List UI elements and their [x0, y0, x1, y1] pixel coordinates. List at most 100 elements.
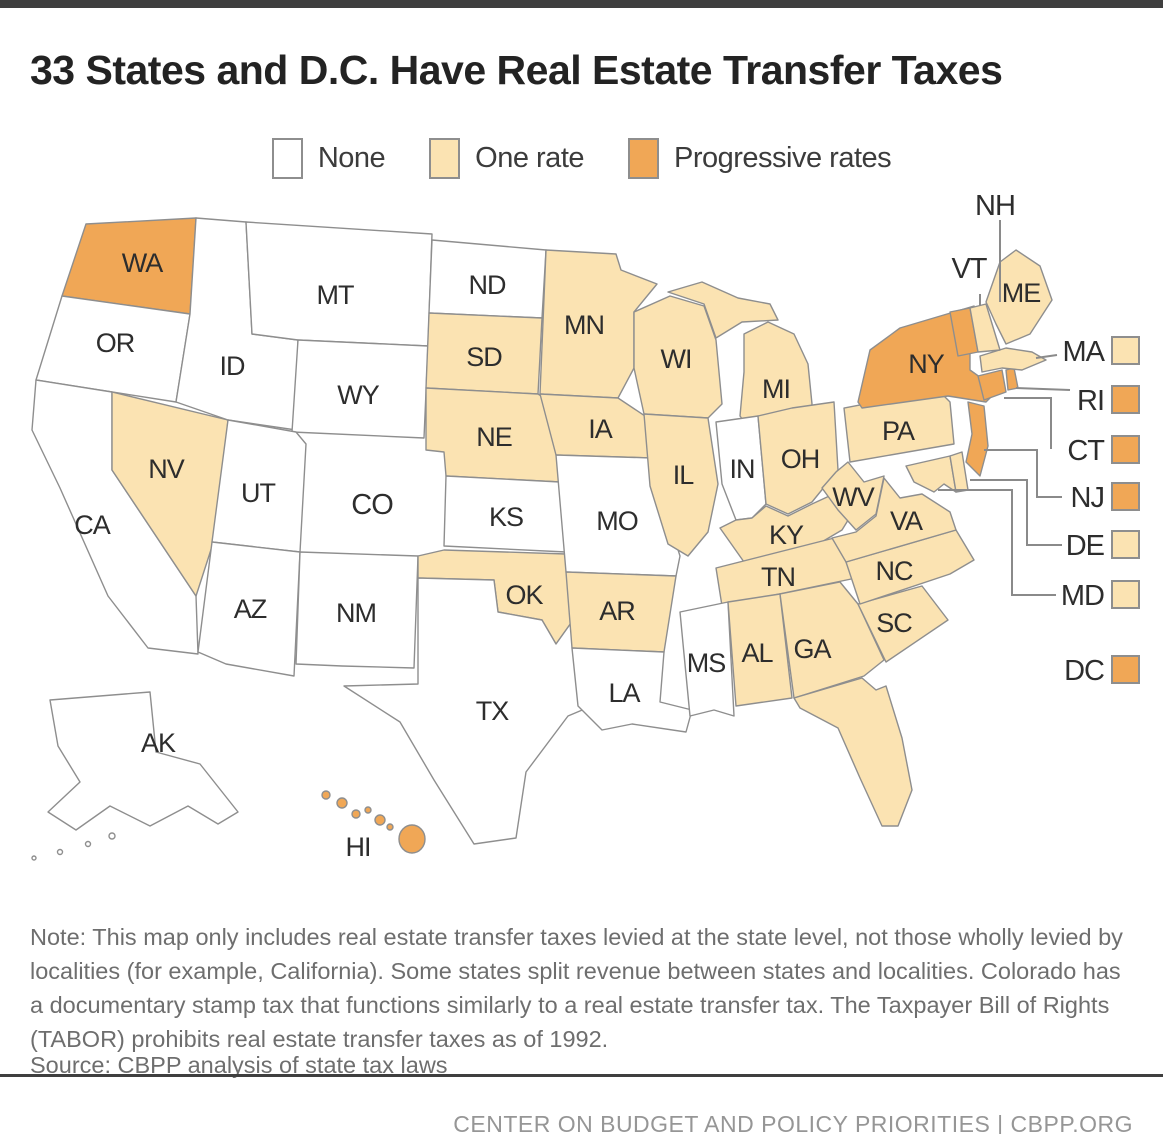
- state-IL: [643, 413, 719, 557]
- state-NJ: [965, 401, 989, 477]
- legend-label-none: None: [317, 142, 386, 174]
- state-WV: [821, 461, 885, 531]
- pointer-label-VT: VT: [951, 253, 987, 285]
- legend-item-one-rate: One rate: [429, 138, 584, 179]
- state-FL: [793, 677, 913, 827]
- callout-swatch-CT: [1111, 435, 1140, 464]
- callout-line-DE: [970, 479, 1062, 546]
- pointer-label-NH: NH: [975, 190, 1015, 222]
- callout-label-MA: MA: [1063, 336, 1106, 368]
- state-label-UT: UT: [241, 478, 275, 508]
- state-ME: [985, 249, 1053, 345]
- footer-divider: [0, 1074, 1163, 1077]
- state-label-OH: OH: [781, 444, 820, 474]
- callout-list: MA RI CT NJ DE MD DC: [1061, 336, 1140, 687]
- state-HI-island: [336, 797, 348, 809]
- legend-swatch-one-rate: [429, 138, 461, 179]
- state-label-NV: NV: [148, 454, 184, 484]
- state-label-AR: AR: [599, 596, 635, 626]
- callout-label-CT: CT: [1067, 435, 1105, 467]
- callout-line-NJ: [984, 449, 1062, 498]
- state-label-NE: NE: [476, 422, 512, 452]
- state-label-ME: ME: [1002, 278, 1041, 308]
- legend-item-progressive: Progressive rates: [628, 138, 892, 179]
- state-label-AL: AL: [741, 638, 773, 668]
- state-label-MS: MS: [687, 648, 726, 678]
- callout-label-DC: DC: [1064, 655, 1104, 687]
- state-label-NY: NY: [908, 349, 944, 379]
- state-AL: [727, 593, 793, 707]
- callout-swatch-NJ: [1111, 482, 1140, 511]
- state-label-WA: WA: [122, 248, 163, 278]
- state-WI: [633, 295, 723, 419]
- callout-swatch-MD: [1111, 580, 1140, 609]
- callout-swatch-MA: [1111, 336, 1140, 365]
- state-NV: [111, 391, 229, 597]
- state-label-CO: CO: [351, 489, 393, 521]
- aleutian-island: [108, 832, 116, 840]
- state-label-MO: MO: [596, 506, 638, 536]
- us-states-map: WA OR CA NV ID MT WY UT CO AZ NM ND SD N…: [31, 190, 1140, 862]
- state-MD: [905, 455, 957, 493]
- state-label-GA: GA: [793, 634, 831, 664]
- state-MI-upper: [667, 281, 779, 339]
- callout-line-RI: [1015, 387, 1071, 391]
- state-label-KS: KS: [489, 502, 523, 532]
- state-label-KY: KY: [769, 520, 804, 550]
- state-label-TX: TX: [476, 696, 509, 726]
- callout-label-RI: RI: [1077, 385, 1104, 417]
- state-label-SC: SC: [876, 608, 912, 638]
- aleutian-island: [56, 848, 64, 856]
- state-CT: [977, 369, 1007, 401]
- state-AZ: [197, 541, 301, 677]
- state-labels: WA OR CA NV ID MT WY UT CO AZ NM ND SD N…: [74, 248, 1041, 862]
- state-SC: [857, 585, 949, 663]
- state-HI-island: [386, 823, 394, 831]
- state-OR: [35, 295, 191, 403]
- state-HI-big-island: [398, 824, 426, 854]
- state-AK: [47, 691, 239, 831]
- state-RI: [1005, 367, 1019, 391]
- aleutian-island: [84, 840, 92, 848]
- state-HI-island: [351, 809, 361, 819]
- state-label-IN: IN: [730, 454, 755, 484]
- legend: None One rate Progressive rates: [0, 138, 1163, 179]
- legend-item-none: None: [271, 138, 386, 179]
- state-label-MN: MN: [564, 310, 604, 340]
- legend-swatch-progressive: [628, 138, 659, 179]
- state-label-CA: CA: [74, 510, 110, 540]
- state-NM: [295, 551, 419, 669]
- state-label-MI: MI: [762, 374, 790, 404]
- state-label-AK: AK: [141, 728, 176, 758]
- state-label-NC: NC: [876, 556, 913, 586]
- top-accent-bar: [0, 0, 1163, 8]
- state-shapes: [31, 217, 1053, 861]
- state-LA: [571, 647, 693, 733]
- callout-label-NJ: NJ: [1071, 482, 1104, 514]
- state-label-WI: WI: [661, 344, 692, 374]
- footer-credit: CENTER ON BUDGET AND POLICY PRIORITIES |…: [453, 1111, 1133, 1134]
- state-label-NM: NM: [336, 598, 376, 628]
- state-VA: [831, 477, 957, 563]
- callout-label-DE: DE: [1066, 530, 1105, 562]
- callout-line-MD: [938, 489, 1056, 596]
- state-label-VA: VA: [890, 506, 923, 536]
- state-WY: [291, 339, 429, 439]
- state-HI-island: [321, 790, 331, 800]
- page-title: 33 States and D.C. Have Real Estate Tran…: [30, 47, 1003, 94]
- state-label-OK: OK: [505, 580, 543, 610]
- state-label-LA: LA: [608, 678, 640, 708]
- legend-label-one-rate: One rate: [475, 142, 584, 174]
- state-label-OR: OR: [96, 328, 135, 358]
- state-label-WY: WY: [337, 380, 379, 410]
- note-text: Note: This map only includes real estate…: [30, 923, 1123, 1052]
- callout-swatch-DE: [1111, 530, 1140, 559]
- callout-swatch-DC: [1111, 655, 1140, 684]
- state-label-WV: WV: [832, 482, 874, 512]
- legend-label-progressive: Progressive rates: [674, 142, 892, 174]
- state-label-TN: TN: [761, 562, 795, 592]
- state-UT: [211, 419, 307, 553]
- state-label-ID: ID: [220, 351, 246, 381]
- state-HI-island: [374, 814, 386, 826]
- callout-lines: [938, 220, 1071, 596]
